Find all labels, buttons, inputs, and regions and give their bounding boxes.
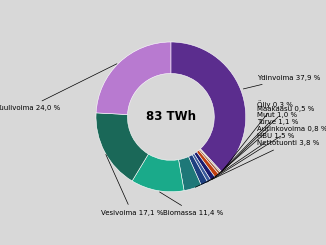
Text: Muut 1,0 %: Muut 1,0 % [219,112,297,174]
Text: Ydinvoima 37,9 %: Ydinvoima 37,9 % [243,75,320,89]
Text: Aurinkovoima 0,8 %: Aurinkovoima 0,8 % [212,126,326,180]
Wedge shape [132,154,184,192]
Wedge shape [192,154,211,182]
Wedge shape [96,42,171,115]
Wedge shape [197,150,219,177]
Wedge shape [200,149,222,173]
Text: Vesivoima 17,1 %: Vesivoima 17,1 % [101,154,163,216]
Text: 83 TWh: 83 TWh [146,110,196,123]
Text: Biomassa 11,4 %: Biomassa 11,4 % [160,192,223,216]
Text: Nettotuonti 3,8 %: Nettotuonti 3,8 % [195,140,319,187]
Wedge shape [188,155,208,185]
Wedge shape [171,42,246,172]
Text: HBU 1,5 %: HBU 1,5 % [207,133,294,182]
Text: Tuulivoima 24,0 %: Tuulivoima 24,0 % [0,64,117,111]
Text: Maakaasu 0,5 %: Maakaasu 0,5 % [222,106,314,172]
Text: Turve 1,1 %: Turve 1,1 % [215,119,298,177]
Wedge shape [194,152,215,180]
Wedge shape [179,157,201,191]
Wedge shape [96,113,148,181]
Wedge shape [199,149,221,174]
Text: Öljy 0,3 %: Öljy 0,3 % [223,100,293,170]
